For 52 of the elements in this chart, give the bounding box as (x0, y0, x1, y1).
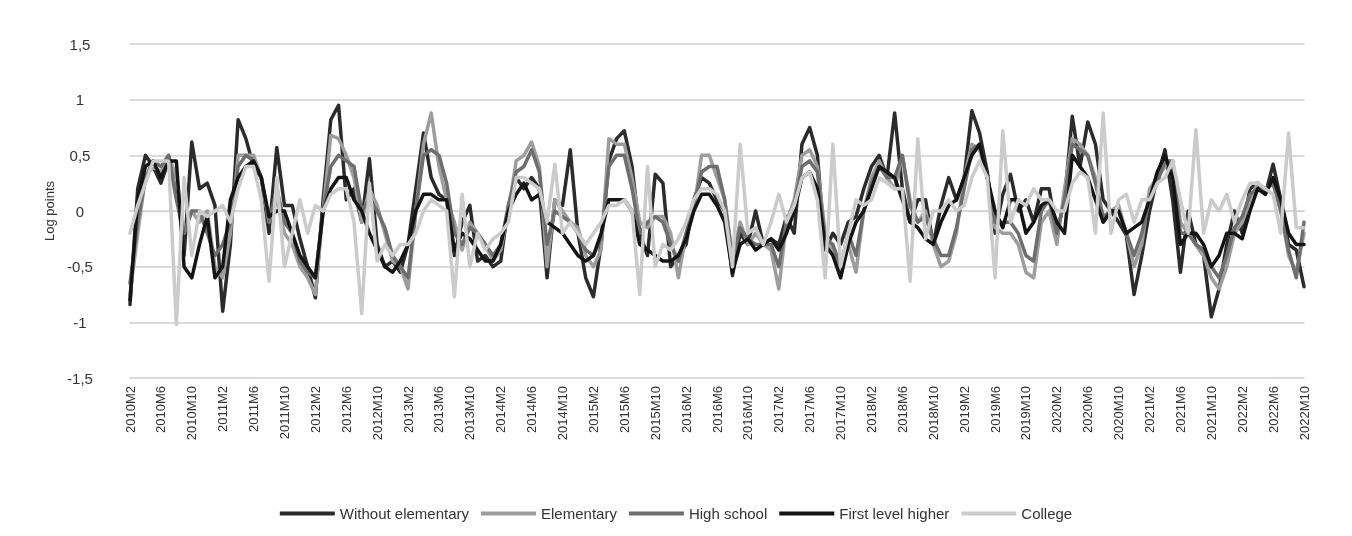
x-tick-label: 2017M2 (771, 386, 787, 433)
x-tick-label: 2017M10 (833, 386, 849, 441)
legend-label: Without elementary (339, 505, 470, 522)
x-tick-label: 2016M10 (740, 386, 756, 441)
x-tick-label: 2018M10 (925, 386, 941, 441)
x-tick-label: 2022M6 (1265, 386, 1281, 433)
x-tick-label: 2012M10 (369, 386, 385, 441)
legend-label: Elementary (541, 505, 618, 522)
legend-label: College (1021, 505, 1073, 522)
x-tick-label: 2010M10 (184, 386, 200, 441)
x-tick-label: 2015M2 (585, 386, 601, 433)
x-tick-label: 2011M2 (215, 386, 231, 433)
legend-label: First level higher (839, 505, 950, 522)
x-tick-label: 2014M2 (493, 386, 509, 433)
y-axis-title: Log points (42, 180, 58, 241)
x-tick-label: 2021M6 (1172, 386, 1188, 433)
x-tick-label: 2010M2 (122, 386, 138, 433)
y-tick-label: 1,5 (69, 35, 91, 53)
x-tick-label: 2019M10 (1018, 386, 1034, 441)
y-tick-label: -1 (73, 313, 87, 331)
x-tick-label: 2011M10 (276, 386, 292, 440)
x-tick-label: 2018M2 (863, 386, 879, 433)
x-tick-label: 2013M10 (462, 386, 478, 441)
x-tick-label: 2020M6 (1080, 386, 1096, 433)
x-tick-label: 2015M10 (647, 386, 663, 441)
y-tick-label: 0,5 (69, 146, 91, 164)
x-tick-label: 2012M6 (338, 386, 354, 433)
y-tick-label: 0 (75, 202, 85, 220)
x-tick-label: 2018M6 (894, 386, 910, 433)
legend-label: High school (688, 505, 768, 522)
x-tick-label: 2016M6 (709, 386, 725, 433)
x-tick-label: 2019M2 (956, 386, 972, 433)
x-tick-label: 2019M6 (987, 386, 1003, 433)
x-tick-label: 2021M10 (1203, 386, 1219, 441)
x-tick-label: 2010M6 (153, 386, 169, 433)
x-tick-label: 2011M6 (246, 386, 262, 433)
x-tick-label: 2015M6 (616, 386, 632, 433)
x-tick-label: 2014M6 (524, 386, 540, 433)
x-tick-label: 2022M2 (1234, 386, 1250, 433)
y-tick-label: 1 (75, 91, 85, 109)
x-tick-label: 2013M6 (431, 386, 447, 433)
x-tick-label: 2017M6 (802, 386, 818, 433)
x-tick-label: 2020M2 (1049, 386, 1065, 433)
y-tick-label: -0,5 (67, 258, 93, 276)
x-tick-label: 2013M2 (400, 386, 416, 433)
x-tick-label: 2012M2 (307, 386, 323, 433)
x-tick-label: 2022M10 (1296, 386, 1312, 441)
x-tick-label: 2014M10 (555, 386, 571, 441)
x-tick-label: 2020M10 (1111, 386, 1127, 441)
x-tick-label: 2021M2 (1142, 386, 1158, 433)
y-tick-label: -1,5 (67, 369, 93, 387)
x-tick-label: 2016M2 (678, 386, 694, 433)
